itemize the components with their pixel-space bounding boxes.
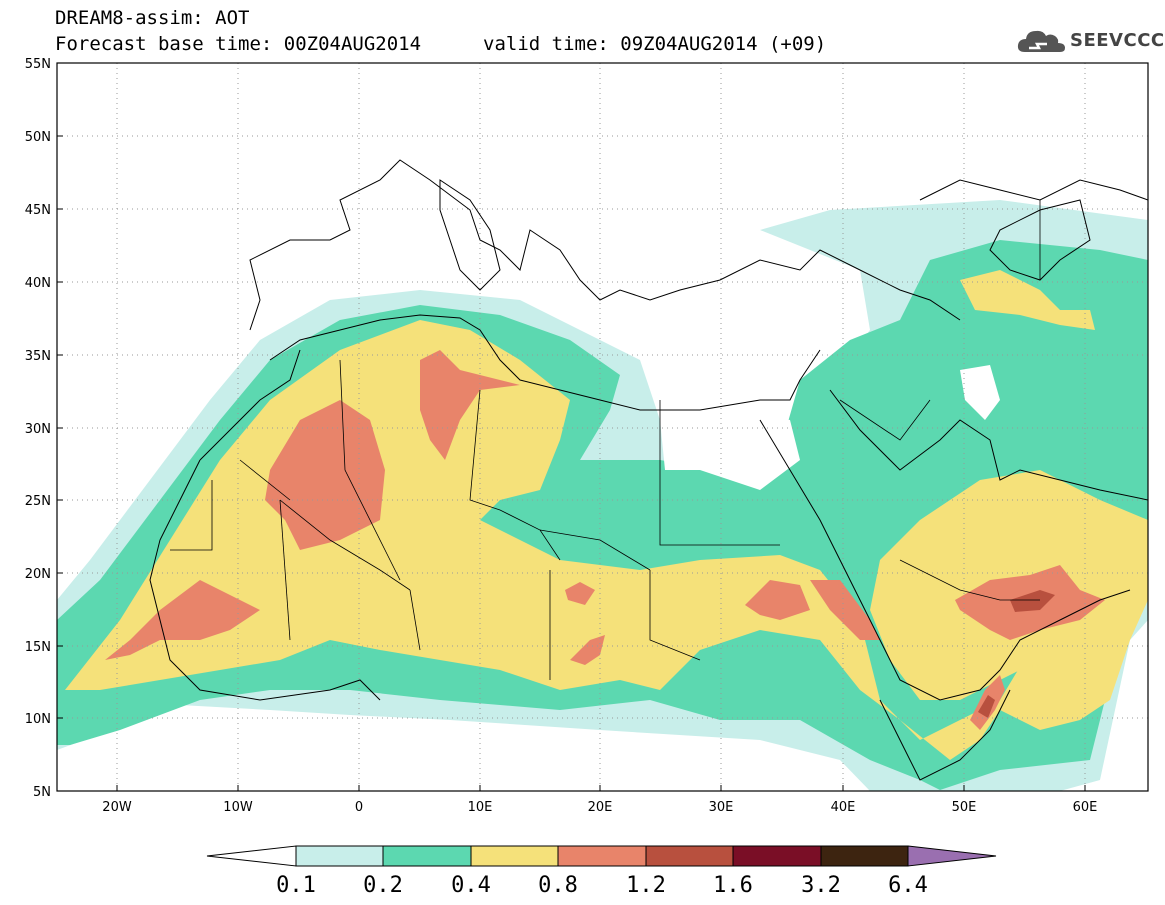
lat-label-5n: 5N — [33, 785, 51, 800]
logo-text: SEEVCCC — [1070, 30, 1165, 51]
aot-band-0.8-chad — [565, 582, 595, 605]
time-info: Forecast base time: 00Z04AUG2014 valid ti… — [55, 33, 826, 55]
lon-label-20e: 20E — [588, 800, 613, 815]
lon-label-40e: 40E — [831, 800, 856, 815]
aot-band-0.8-sudan-east — [745, 580, 810, 620]
lon-label-20w: 20W — [102, 800, 132, 815]
map-frame — [56, 62, 1149, 792]
chart-title: DREAM8-assim: AOT — [55, 7, 250, 29]
seevccc-logo: SEEVCCC — [1017, 26, 1164, 56]
cloud-logo-icon — [1017, 30, 1065, 52]
lon-label-30e: 30E — [709, 800, 734, 815]
lat-label-20n: 20N — [25, 567, 51, 582]
lat-label-30n: 30N — [25, 422, 51, 437]
lat-label-25n: 25N — [25, 494, 51, 509]
lat-label-55n: 55N — [25, 57, 51, 72]
lat-label-50n: 50N — [25, 130, 51, 145]
aot-band-0.8-westafrica — [105, 580, 260, 660]
clear-area-iran — [960, 365, 1000, 420]
coastlines — [149, 159, 1148, 781]
lon-label-50e: 50E — [952, 800, 977, 815]
lat-label-40n: 40N — [25, 276, 51, 291]
country-borders — [170, 200, 1041, 680]
aot-band-0.8-algeria — [420, 350, 520, 460]
aot-band-1.2-arabia — [1010, 590, 1055, 612]
lon-label-60e: 60E — [1073, 800, 1098, 815]
lon-axis: 20W 10W 0 10E 20E 30E 40E 50E 60E — [102, 785, 1097, 815]
aot-band-0.4-caspian — [960, 270, 1095, 330]
clear-area-egypt — [660, 410, 800, 490]
lat-label-10n: 10N — [25, 712, 51, 727]
lat-axis: 55N 50N 45N 40N 35N 30N 25N 20N 15N 10N … — [25, 57, 63, 800]
lat-label-15n: 15N — [25, 640, 51, 655]
valid-time-label: valid time: 09Z04AUG2014 (+09) — [483, 33, 827, 55]
grid-lines — [57, 63, 1148, 791]
lon-label-10e: 10E — [468, 800, 493, 815]
aot-band-1.2-somalia — [978, 695, 995, 718]
aot-band-0.8-eritrea — [810, 580, 880, 640]
lon-label-0: 0 — [355, 800, 363, 815]
lat-label-45n: 45N — [25, 203, 51, 218]
aot-band-0.8-sudan — [570, 635, 605, 665]
lat-label-35n: 35N — [25, 349, 51, 364]
aot-fields — [57, 200, 1148, 791]
base-time-label: Forecast base time: 00Z04AUG2014 — [55, 33, 422, 55]
lon-label-10w: 10W — [223, 800, 253, 815]
